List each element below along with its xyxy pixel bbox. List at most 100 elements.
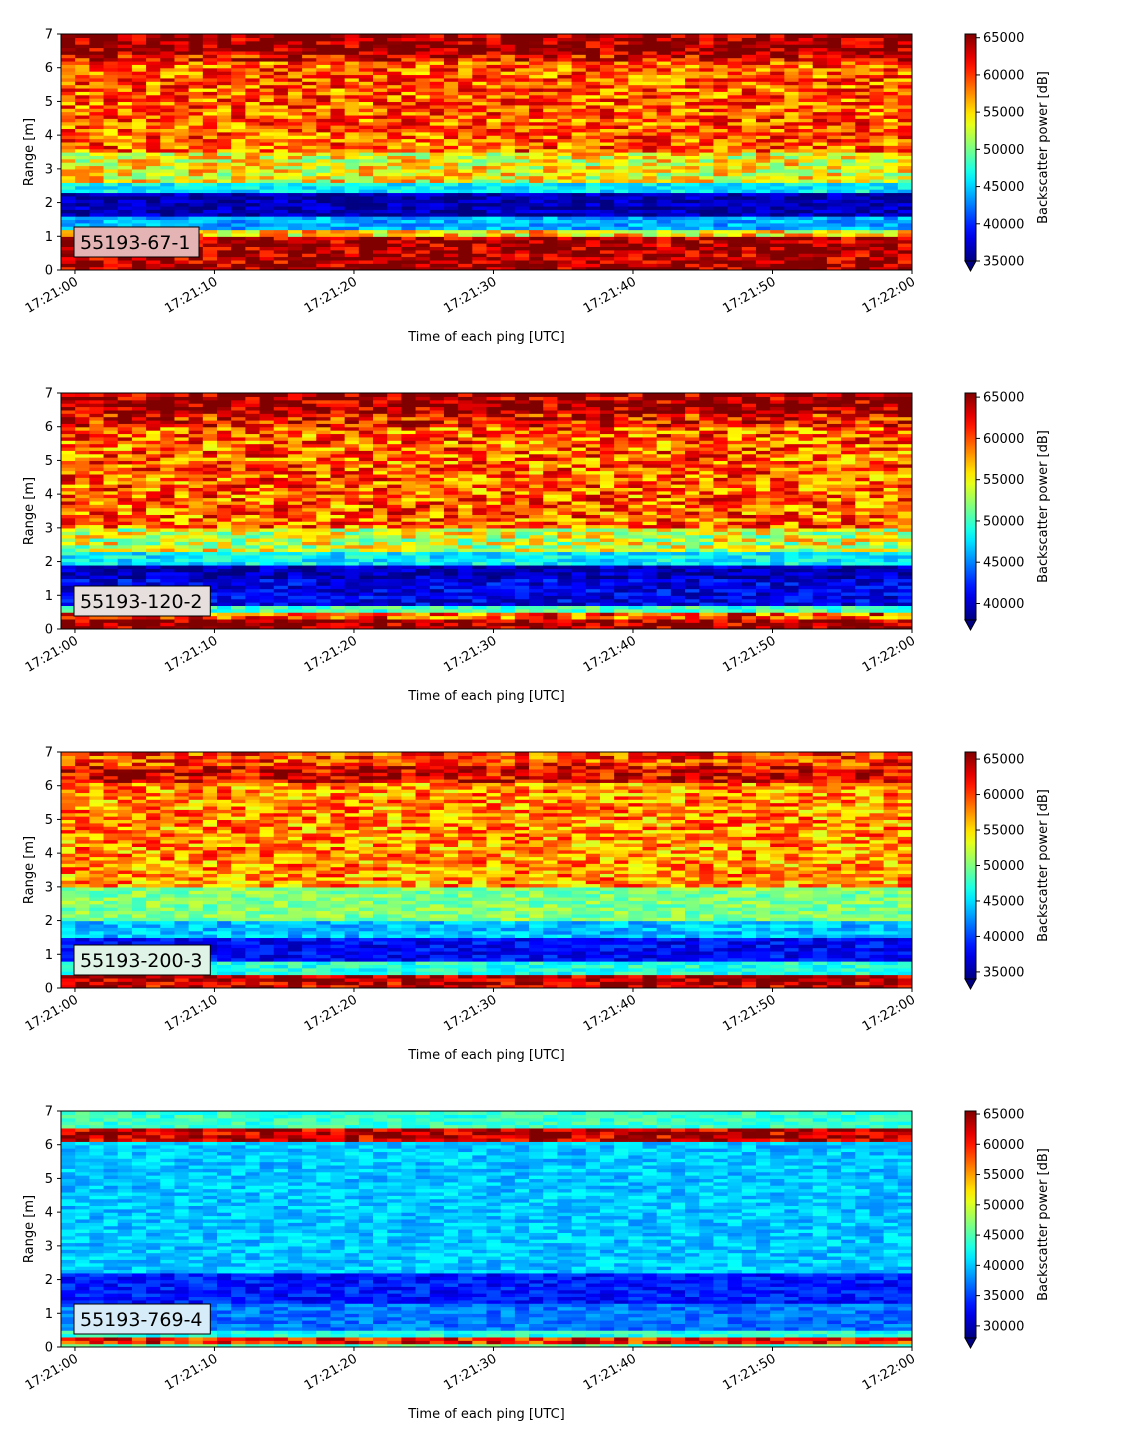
x-tick-label: 17:21:40 xyxy=(581,1351,639,1393)
y-tick-label: 2 xyxy=(45,196,53,211)
x-tick-label: 17:21:10 xyxy=(162,633,220,675)
y-tick-label: 6 xyxy=(45,1138,53,1153)
colorbar-tick-label: 55000 xyxy=(983,106,1024,121)
colorbar-label: Backscatter power [dB] xyxy=(1036,430,1051,583)
subplot-2: 0 1 2 3 4 5 6 7 17:21:00 17:21:10 17:21:20 17:21:30… xyxy=(22,387,1051,705)
x-axis-label: Time of each ping [UTC] xyxy=(407,1407,565,1422)
y-tick-label: 4 xyxy=(45,1206,53,1221)
colorbar-tick-label: 55000 xyxy=(983,824,1024,839)
colorbar-tick-label: 45000 xyxy=(983,556,1024,571)
y-tick-label: 7 xyxy=(45,28,53,43)
x-tick-label: 17:21:00 xyxy=(23,274,81,316)
colorbar-tick-label: 45000 xyxy=(983,180,1024,195)
x-tick-label: 17:21:10 xyxy=(162,1351,220,1393)
colorbar-label: Backscatter power [dB] xyxy=(1036,71,1051,224)
x-tick-label: 17:21:50 xyxy=(720,633,778,675)
y-tick-label: 1 xyxy=(45,589,53,604)
y-tick-label: 6 xyxy=(45,779,53,794)
y-tick-label: 1 xyxy=(45,230,53,245)
x-tick-label: 17:22:00 xyxy=(860,992,918,1034)
sample-label-box xyxy=(73,226,200,258)
colorbar-extend-arrow xyxy=(964,260,977,273)
colorbar-extend-arrow xyxy=(964,619,977,632)
y-tick-label: 5 xyxy=(45,813,53,828)
y-tick-label: 6 xyxy=(45,61,53,76)
colorbar-tick-label: 50000 xyxy=(983,143,1024,158)
plot-frame xyxy=(60,751,913,989)
y-tick-label: 1 xyxy=(45,948,53,963)
x-axis-label: Time of each ping [UTC] xyxy=(407,330,565,345)
x-tick-label: 17:21:20 xyxy=(302,274,360,316)
colorbar-tick-label: 65000 xyxy=(983,1108,1024,1123)
colorbar-tick-label: 65000 xyxy=(983,31,1024,46)
colorbar-tick-label: 65000 xyxy=(983,391,1024,406)
y-tick-label: 5 xyxy=(45,1172,53,1187)
x-tick-label: 17:21:10 xyxy=(162,274,220,316)
y-tick-label: 3 xyxy=(45,880,53,895)
sample-label: 55193-120-2 xyxy=(80,591,203,613)
colorbar-tick-label: 60000 xyxy=(983,788,1024,803)
subplot-3: 0 1 2 3 4 5 6 7 17:21:00 17:21:10 17:21:20 17:21:30… xyxy=(22,746,1051,1064)
x-tick-label: 17:21:50 xyxy=(720,274,778,316)
colorbar-label: Backscatter power [dB] xyxy=(1036,789,1051,942)
colorbar-tick-label: 60000 xyxy=(983,1138,1024,1153)
plot-frame xyxy=(60,392,913,630)
x-tick-label: 17:21:20 xyxy=(302,1351,360,1393)
y-tick-label: 2 xyxy=(45,1273,53,1288)
colorbar-tick-label: 60000 xyxy=(983,432,1024,447)
y-tick-label: 7 xyxy=(45,387,53,402)
colorbar-tick-label: 60000 xyxy=(983,68,1024,83)
y-tick-label: 0 xyxy=(45,264,53,279)
colorbar-tick-label: 35000 xyxy=(983,965,1024,980)
y-tick-label: 6 xyxy=(45,420,53,435)
x-tick-label: 17:21:30 xyxy=(441,992,499,1034)
colorbar-tick-label: 50000 xyxy=(983,1198,1024,1213)
y-tick-label: 0 xyxy=(45,1341,53,1356)
colorbar xyxy=(964,1110,977,1339)
x-tick-label: 17:22:00 xyxy=(860,274,918,316)
x-tick-label: 17:21:40 xyxy=(581,633,639,675)
x-tick-label: 17:21:00 xyxy=(23,992,81,1034)
y-tick-label: 7 xyxy=(45,1105,53,1120)
colorbar-tick-label: 55000 xyxy=(983,473,1024,488)
x-axis-label: Time of each ping [UTC] xyxy=(407,1048,565,1063)
y-axis-label: Range [m] xyxy=(22,477,37,545)
y-tick-label: 5 xyxy=(45,454,53,469)
colorbar-label: Backscatter power [dB] xyxy=(1036,1148,1051,1301)
sample-label-box xyxy=(73,585,211,617)
plot-frame xyxy=(60,33,913,271)
colorbar-tick-label: 50000 xyxy=(983,514,1024,529)
x-tick-label: 17:21:30 xyxy=(441,633,499,675)
y-tick-label: 2 xyxy=(45,555,53,570)
colorbar-tick-label: 40000 xyxy=(983,930,1024,945)
sample-label: 55193-67-1 xyxy=(80,232,190,254)
y-tick-label: 3 xyxy=(45,162,53,177)
x-tick-label: 17:21:50 xyxy=(720,1351,778,1393)
colorbar-extend-arrow xyxy=(964,1337,977,1350)
x-tick-label: 17:21:20 xyxy=(302,992,360,1034)
colorbar-tick-label: 40000 xyxy=(983,597,1024,612)
colorbar-extend-arrow xyxy=(964,978,977,991)
subplot-4: 0 1 2 3 4 5 6 7 17:21:00 17:21:10 17:21:20 17:21:30… xyxy=(22,1105,1051,1423)
y-tick-label: 0 xyxy=(45,623,53,638)
colorbar-tick-label: 55000 xyxy=(983,1168,1024,1183)
x-tick-label: 17:21:40 xyxy=(581,992,639,1034)
colorbar-tick-label: 40000 xyxy=(983,1259,1024,1274)
x-tick-label: 17:21:00 xyxy=(23,633,81,675)
colorbar xyxy=(964,33,977,262)
x-tick-label: 17:21:20 xyxy=(302,633,360,675)
plot-frame xyxy=(60,1110,913,1348)
colorbar-tick-label: 45000 xyxy=(983,1229,1024,1244)
colorbar-tick-label: 65000 xyxy=(983,753,1024,768)
y-tick-label: 3 xyxy=(45,521,53,536)
y-tick-label: 4 xyxy=(45,129,53,144)
y-axis-label: Range [m] xyxy=(22,1195,37,1263)
x-tick-label: 17:21:30 xyxy=(441,1351,499,1393)
sample-label-box xyxy=(73,944,211,976)
colorbar-tick-label: 45000 xyxy=(983,894,1024,909)
heatmap-4 xyxy=(61,1111,912,1347)
x-tick-label: 17:22:00 xyxy=(860,1351,918,1393)
y-tick-label: 4 xyxy=(45,488,53,503)
y-axis-label: Range [m] xyxy=(22,836,37,904)
colorbar-tick-label: 30000 xyxy=(983,1319,1024,1334)
